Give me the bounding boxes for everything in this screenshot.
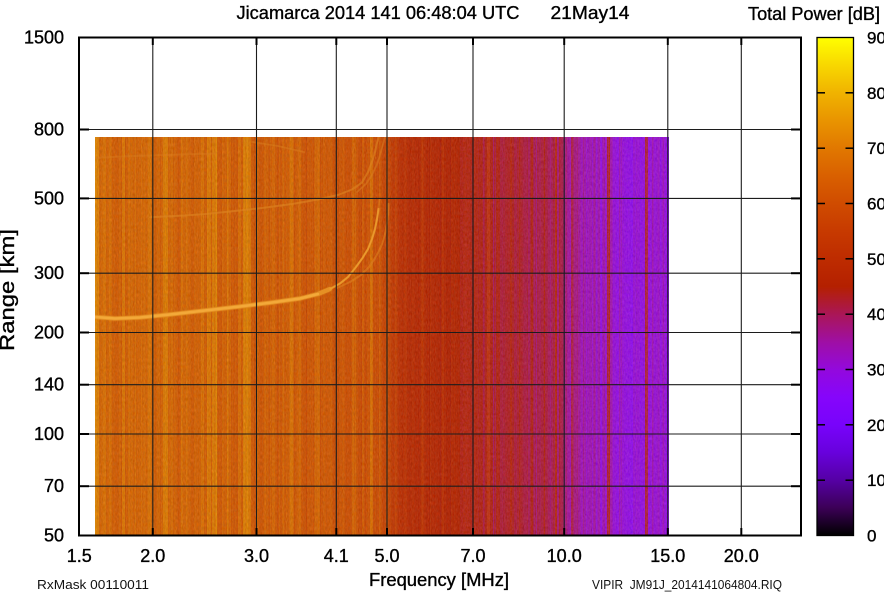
svg-text:50: 50 — [867, 250, 884, 269]
svg-text:90: 90 — [867, 29, 884, 48]
svg-text:4.1: 4.1 — [324, 546, 349, 566]
svg-text:21May14: 21May14 — [551, 3, 630, 23]
svg-text:1.5: 1.5 — [67, 546, 92, 566]
svg-text:70: 70 — [44, 476, 64, 496]
svg-text:60: 60 — [867, 195, 884, 214]
svg-text:10.0: 10.0 — [547, 546, 582, 566]
svg-text:3.0: 3.0 — [244, 546, 269, 566]
svg-text:200: 200 — [34, 323, 64, 343]
svg-text:7.0: 7.0 — [460, 546, 485, 566]
svg-text:50: 50 — [44, 526, 64, 546]
svg-text:30: 30 — [867, 361, 884, 380]
svg-text:Total Power [dB]: Total Power [dB] — [748, 4, 880, 24]
svg-text:0: 0 — [867, 527, 876, 546]
svg-text:70: 70 — [867, 139, 884, 158]
svg-text:Jicamarca 2014 141 06:48:04 UT: Jicamarca 2014 141 06:48:04 UTC — [237, 3, 520, 23]
svg-text:80: 80 — [867, 84, 884, 103]
svg-text:100: 100 — [34, 424, 64, 444]
svg-text:20.0: 20.0 — [724, 546, 759, 566]
svg-text:Range [km]: Range [km] — [0, 229, 19, 351]
svg-text:2.0: 2.0 — [140, 546, 165, 566]
svg-text:5.0: 5.0 — [374, 546, 399, 566]
svg-text:20: 20 — [867, 416, 884, 435]
svg-text:140: 140 — [34, 375, 64, 395]
svg-text:500: 500 — [34, 188, 64, 208]
svg-text:RxMask 00110011: RxMask 00110011 — [37, 577, 149, 592]
svg-text:VIPIR JM91J_2014141064804.RIQ: VIPIR JM91J_2014141064804.RIQ — [592, 577, 782, 592]
svg-text:10: 10 — [867, 471, 884, 490]
svg-text:1500: 1500 — [24, 28, 64, 48]
svg-text:Frequency [MHz]: Frequency [MHz] — [369, 570, 509, 590]
svg-text:40: 40 — [867, 305, 884, 324]
svg-text:300: 300 — [34, 263, 64, 283]
svg-text:15.0: 15.0 — [650, 546, 685, 566]
svg-text:800: 800 — [34, 120, 64, 140]
